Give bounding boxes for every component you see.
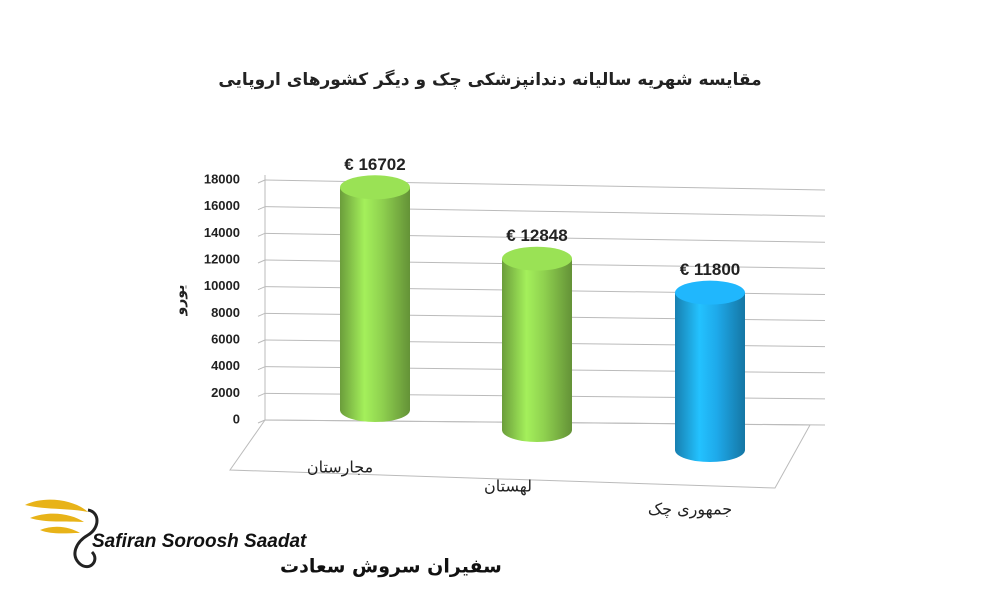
bar-top (675, 280, 745, 305)
x-tick-label: جمهوری چک (648, 500, 732, 520)
value-label: € 16702 (344, 155, 405, 174)
logo-latin: Safiran Soroosh Saadat (92, 531, 307, 552)
bar-top (340, 175, 410, 200)
bar (340, 187, 410, 410)
bar-top (502, 246, 572, 271)
tick-mark (257, 206, 266, 211)
value-label: € 12848 (506, 226, 567, 245)
y-axis-label: یورو (172, 285, 188, 317)
y-tick-label: 12000 (204, 251, 240, 266)
value-label: € 11800 (680, 260, 741, 279)
y-tick-label: 2000 (211, 385, 240, 400)
y-tick-label: 6000 (211, 331, 240, 346)
y-tick-label: 14000 (204, 225, 240, 240)
tick-mark (257, 339, 266, 344)
y-tick-label: 18000 (204, 171, 240, 186)
logo-bird (73, 508, 99, 569)
bar (675, 292, 745, 450)
x-tick-label: لهستان (484, 477, 532, 497)
tick-mark (257, 392, 266, 397)
y-tick-label: 10000 (204, 278, 240, 293)
logo-persian: سفیران سروش سعادت (280, 556, 502, 578)
y-tick-label: 8000 (211, 305, 240, 320)
tick-mark (257, 366, 266, 371)
chart-title: مقایسه شهریه سالیانه دندانپزشکی چک و دیگ… (218, 69, 761, 90)
y-tick-label: 16000 (204, 198, 240, 213)
tick-mark (257, 232, 266, 237)
logo-wings (25, 499, 88, 534)
x-tick-label: مجارستان (307, 458, 373, 478)
bar (502, 258, 572, 430)
y-tick-label: 4000 (211, 358, 240, 373)
tick-mark (257, 259, 266, 264)
y-tick-label: 0 (233, 411, 240, 426)
tick-mark (257, 312, 266, 317)
tick-mark (257, 179, 266, 184)
tick-mark (257, 286, 266, 291)
logo: Safiran Soroosh Saadat سفیران سروش سعادت (25, 499, 502, 578)
tick-mark (257, 419, 266, 424)
